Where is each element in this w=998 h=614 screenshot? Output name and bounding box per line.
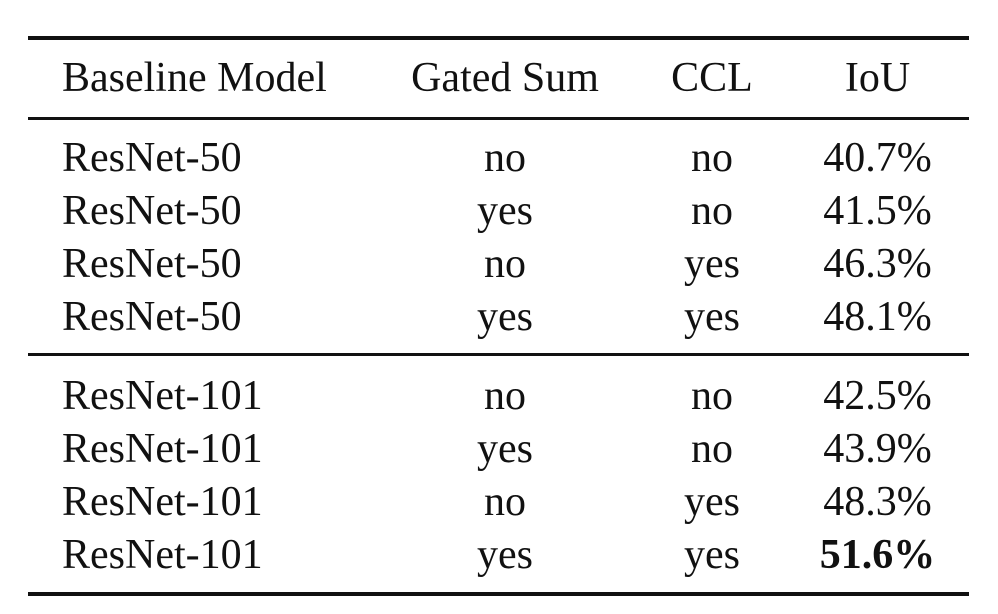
- cell-gated-sum: no: [484, 373, 526, 419]
- bottom-rule: [28, 592, 969, 596]
- cell-model: ResNet-101: [62, 532, 263, 578]
- header-ccl: CCL: [671, 55, 753, 101]
- cell-gated-sum: yes: [477, 532, 533, 578]
- cell-ccl: yes: [684, 241, 740, 287]
- header-rule: [28, 117, 969, 120]
- header-iou: IoU: [844, 55, 911, 101]
- header-gated-sum: Gated Sum: [411, 55, 599, 101]
- cell-ccl: no: [691, 135, 733, 181]
- cell-model: ResNet-101: [62, 373, 263, 419]
- table-row: ResNet-101 yes no 43.9%: [0, 423, 998, 475]
- cell-iou: 42.5%: [823, 373, 932, 419]
- cell-gated-sum: yes: [477, 188, 533, 234]
- cell-gated-sum: yes: [477, 426, 533, 472]
- table-row: ResNet-50 yes yes 48.1%: [0, 291, 998, 343]
- table-row: ResNet-101 no no 42.5%: [0, 370, 998, 422]
- cell-iou: 43.9%: [823, 426, 932, 472]
- cell-model: ResNet-50: [62, 135, 242, 181]
- cell-ccl: yes: [684, 532, 740, 578]
- cell-iou: 48.3%: [823, 479, 932, 525]
- table-row: ResNet-101 yes yes 51.6%: [0, 529, 998, 581]
- table-row: ResNet-50 no yes 46.3%: [0, 238, 998, 290]
- table-row: ResNet-50 no no 40.7%: [0, 132, 998, 184]
- table-row: ResNet-101 no yes 48.3%: [0, 476, 998, 528]
- cell-ccl: no: [691, 426, 733, 472]
- cell-gated-sum: yes: [477, 294, 533, 340]
- cell-ccl: no: [691, 373, 733, 419]
- cell-ccl: yes: [684, 294, 740, 340]
- cell-gated-sum: no: [484, 135, 526, 181]
- table-row: ResNet-50 yes no 41.5%: [0, 185, 998, 237]
- cell-model: ResNet-50: [62, 294, 242, 340]
- cell-ccl: no: [691, 188, 733, 234]
- cell-iou-best: 51.6%: [819, 532, 936, 578]
- cell-iou: 41.5%: [823, 188, 932, 234]
- cell-model: ResNet-101: [62, 426, 263, 472]
- top-rule: [28, 36, 969, 40]
- cell-iou: 46.3%: [823, 241, 932, 287]
- cell-model: ResNet-101: [62, 479, 263, 525]
- cell-iou: 48.1%: [823, 294, 932, 340]
- cell-iou: 40.7%: [823, 135, 932, 181]
- cell-ccl: yes: [684, 479, 740, 525]
- cell-model: ResNet-50: [62, 241, 242, 287]
- group-rule: [28, 353, 969, 356]
- cell-model: ResNet-50: [62, 188, 242, 234]
- cell-gated-sum: no: [484, 241, 526, 287]
- cell-gated-sum: no: [484, 479, 526, 525]
- header-row: Baseline Model Gated Sum CCL IoU: [0, 52, 998, 104]
- header-baseline-model: Baseline Model: [62, 55, 327, 101]
